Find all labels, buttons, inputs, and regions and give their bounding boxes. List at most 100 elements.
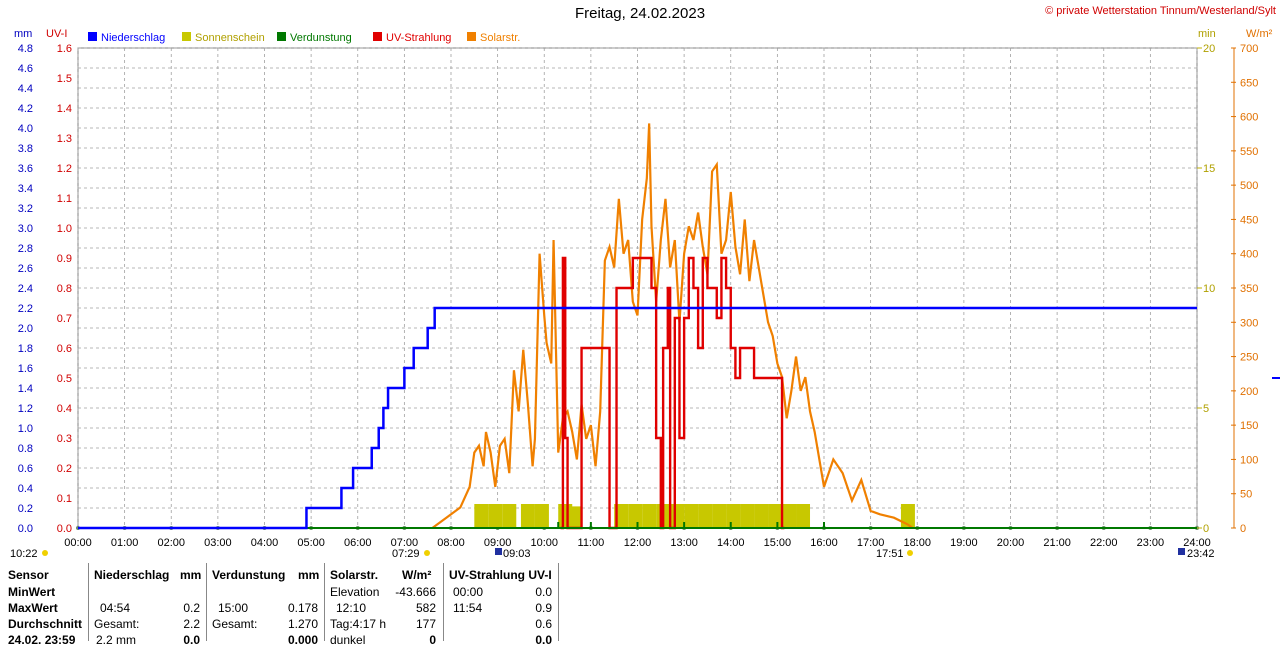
legend-label: Niederschlag xyxy=(101,32,165,44)
uv-tick-label: 0.4 xyxy=(57,403,72,415)
mm-unit-label: mm xyxy=(14,28,32,40)
wm2-tick-label: 200 xyxy=(1240,386,1258,398)
x-tick-label: 19:00 xyxy=(950,537,978,549)
verdunstung-avg-label: Gesamt: xyxy=(212,617,258,631)
uv-tick-label: 0.3 xyxy=(57,433,72,445)
solar-last-label: dunkel xyxy=(330,633,366,647)
wm2-tick-label: 50 xyxy=(1240,489,1252,501)
legend-swatch xyxy=(88,32,97,41)
niederschlag-header: Niederschlag xyxy=(94,568,170,582)
mm-tick-label: 3.0 xyxy=(18,223,33,235)
mm-tick-label: 4.2 xyxy=(18,103,33,115)
row-label-max: MaxWert xyxy=(8,601,58,615)
niederschlag-total: 2.2 xyxy=(183,617,200,631)
x-tick-label: 01:00 xyxy=(111,537,139,549)
wm2-tick-label: 0 xyxy=(1240,523,1246,535)
table-divider xyxy=(558,563,559,641)
uv-tick-label: 1.2 xyxy=(57,163,72,175)
moon-icon xyxy=(1178,548,1185,555)
solar-last: 0 xyxy=(429,633,436,647)
sunshine-bar xyxy=(502,504,517,528)
sunshine-bar xyxy=(488,504,503,528)
mm-tick-label: 0.8 xyxy=(18,443,33,455)
legend-swatch xyxy=(467,32,476,41)
wm2-tick-label: 550 xyxy=(1240,146,1258,158)
uv-tick-label: 0.2 xyxy=(57,463,72,475)
uv-tick-label: 0.5 xyxy=(57,373,72,385)
uv-tick-label: 1.4 xyxy=(57,103,72,115)
mm-tick-label: 1.0 xyxy=(18,423,33,435)
sunshine-bar xyxy=(670,504,685,528)
verdunstung-max: 0.178 xyxy=(287,601,318,615)
verdunstung-unit: mm xyxy=(298,568,320,582)
x-tick-label: 22:00 xyxy=(1090,537,1118,549)
x-tick-label: 13:00 xyxy=(670,537,698,549)
wm2-unit-label: W/m² xyxy=(1246,28,1273,40)
wm2-tick-label: 450 xyxy=(1240,214,1258,226)
wm2-tick-label: 500 xyxy=(1240,180,1258,192)
wm2-tick-label: 600 xyxy=(1240,112,1258,124)
uv-tick-label: 1.0 xyxy=(57,223,72,235)
table-divider xyxy=(88,563,89,641)
wm2-tick-label: 700 xyxy=(1240,43,1258,55)
x-tick-label: 05:00 xyxy=(297,537,325,549)
legend-swatch xyxy=(182,32,191,41)
uv-tick-label: 0.1 xyxy=(57,493,72,505)
row-label-avg: Durchschnitt xyxy=(8,617,83,631)
x-tick-label: 20:00 xyxy=(997,537,1025,549)
x-tick-label: 08:00 xyxy=(437,537,465,549)
uv-min-time: 00:00 xyxy=(453,585,484,599)
x-tick-label: 14:00 xyxy=(717,537,745,549)
min-tick-label: 5 xyxy=(1203,403,1209,415)
legend-swatch xyxy=(277,32,286,41)
mm-tick-label: 1.8 xyxy=(18,343,33,355)
sun-icon xyxy=(42,550,48,556)
sunshine-bar xyxy=(754,504,769,528)
sunrise-label: 07:29 xyxy=(392,548,420,560)
row-label-min: MinWert xyxy=(8,585,56,599)
mm-tick-label: 1.4 xyxy=(18,383,33,395)
mm-tick-label: 2.8 xyxy=(18,243,33,255)
table-divider xyxy=(206,563,207,641)
uv-marker-icon xyxy=(495,548,502,555)
legend-label: UV-Strahlung xyxy=(386,32,451,44)
wm2-tick-label: 250 xyxy=(1240,352,1258,364)
min-tick-label: 15 xyxy=(1203,163,1215,175)
sunshine-bar xyxy=(768,504,783,528)
wm2-tick-label: 350 xyxy=(1240,283,1258,295)
mm-tick-label: 1.6 xyxy=(18,363,33,375)
wm2-tick-label: 300 xyxy=(1240,317,1258,329)
table-divider xyxy=(324,563,325,641)
uv-tick-label: 1.3 xyxy=(57,133,72,145)
solar-header: Solarstr. xyxy=(330,568,379,582)
mm-tick-label: 0.4 xyxy=(18,483,33,495)
mm-tick-label: 1.2 xyxy=(18,403,33,415)
wm2-tick-label: 650 xyxy=(1240,77,1258,89)
mm-tick-label: 3.8 xyxy=(18,143,33,155)
precipitation-line xyxy=(78,306,1197,530)
x-tick-label: 17:00 xyxy=(857,537,885,549)
sunshine-bar xyxy=(520,504,535,528)
mm-tick-label: 3.6 xyxy=(18,163,33,175)
mm-tick-label: 2.4 xyxy=(18,283,33,295)
mm-tick-label: 4.6 xyxy=(18,63,33,75)
sunshine-bar xyxy=(684,504,699,528)
station-credit: © private Wetterstation Tinnum/Westerlan… xyxy=(1045,5,1276,17)
x-tick-label: 21:00 xyxy=(1043,537,1071,549)
table-divider xyxy=(443,563,444,641)
x-tick-label: 12:00 xyxy=(624,537,652,549)
niederschlag-avg-label: Gesamt: xyxy=(94,617,140,631)
sunshine-bar xyxy=(628,504,643,528)
solar-avg-label: Tag:4:17 h xyxy=(330,617,387,631)
niederschlag-max-time: 04:54 xyxy=(100,601,131,615)
min-tick-label: 20 xyxy=(1203,43,1215,55)
mm-tick-label: 4.4 xyxy=(18,83,33,95)
solar-unit: W/m² xyxy=(402,568,432,582)
mm-tick-label: 3.4 xyxy=(18,183,33,195)
mm-tick-label: 4.8 xyxy=(18,43,33,55)
sunshine-bar xyxy=(474,504,489,528)
niederschlag-last-label: 2.2 mm xyxy=(96,633,137,647)
uv-tick-label: 0.8 xyxy=(57,283,72,295)
page-title: Freitag, 24.02.2023 xyxy=(574,5,706,22)
